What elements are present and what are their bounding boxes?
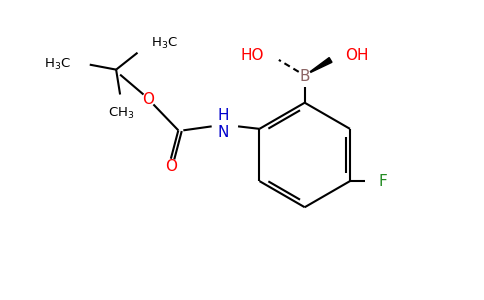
Text: H$_3$C: H$_3$C xyxy=(45,57,71,72)
Text: B: B xyxy=(300,69,310,84)
Text: OH: OH xyxy=(346,48,369,63)
Text: N: N xyxy=(217,125,229,140)
Text: H: H xyxy=(217,108,229,123)
Polygon shape xyxy=(310,58,332,72)
Text: H$_3$C: H$_3$C xyxy=(151,36,178,51)
Text: F: F xyxy=(378,174,387,189)
Text: O: O xyxy=(165,159,177,174)
Text: CH$_3$: CH$_3$ xyxy=(108,106,135,121)
Text: O: O xyxy=(142,92,154,107)
Text: HO: HO xyxy=(241,48,264,63)
